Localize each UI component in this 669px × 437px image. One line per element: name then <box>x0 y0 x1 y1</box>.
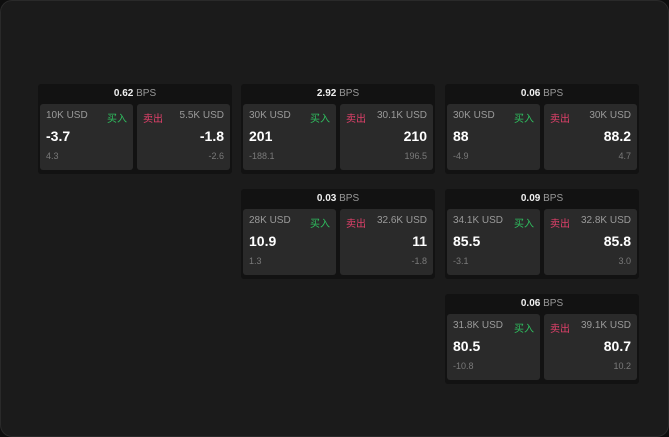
quote-panel: 2.92 BPS 30K USD 买入 201 -188.1 卖出 30.1K US… <box>241 84 435 174</box>
bid-price: 10.9 <box>249 233 277 249</box>
ask-change: -1.8 <box>411 256 427 266</box>
ask-price: 85.8 <box>603 233 631 249</box>
ask-change: 4.7 <box>618 151 631 161</box>
ask-size: 30K USD <box>589 110 631 121</box>
ask-size: 39.1K USD <box>580 320 631 331</box>
ask-price: 80.7 <box>603 338 631 354</box>
spread-unit: BPS <box>543 193 564 204</box>
buy-tile[interactable]: 10K USD 买入 -3.7 4.3 <box>40 104 133 170</box>
quote-panel: 0.03 BPS 28K USD 买入 10.9 1.3 卖出 32.6K USD … <box>241 189 435 279</box>
spread-value: 0.03 <box>316 193 337 204</box>
spread-unit: BPS <box>339 88 360 99</box>
bid-change: 1.3 <box>249 256 262 266</box>
buy-label: 买入 <box>514 219 534 230</box>
ask-size: 32.8K USD <box>580 215 631 226</box>
ask-change: 10.2 <box>613 361 631 371</box>
quote-panel: 0.06 BPS 31.8K USD 买入 80.5 -10.8 卖出 39.1K … <box>445 294 639 384</box>
ask-price: 11 <box>412 233 427 249</box>
bid-change: -3.1 <box>453 256 469 266</box>
spread-header: 0.09 BPS <box>445 189 639 209</box>
ask-change: 3.0 <box>618 256 631 266</box>
spread-header: 0.06 BPS <box>445 84 639 104</box>
spread-header: 2.92 BPS <box>241 84 435 104</box>
buy-tile[interactable]: 30K USD 买入 201 -188.1 <box>243 104 336 170</box>
ask-size: 30.1K USD <box>376 110 427 121</box>
ask-size: 5.5K USD <box>179 110 224 121</box>
sell-label: 卖出 <box>550 324 570 335</box>
sell-label: 卖出 <box>550 114 570 125</box>
sell-label: 卖出 <box>550 219 570 230</box>
buy-tile[interactable]: 31.8K USD 买入 80.5 -10.8 <box>447 314 540 380</box>
buy-label: 买入 <box>107 114 127 125</box>
bid-price: 88 <box>453 128 469 144</box>
sell-tile[interactable]: 卖出 32.6K USD 11 -1.8 <box>340 209 433 275</box>
bid-size: 28K USD <box>249 215 291 226</box>
bid-price: 201 <box>249 128 273 144</box>
quote-panel: 0.62 BPS 10K USD 买入 -3.7 4.3 卖出 5.5K USD -… <box>38 84 232 174</box>
sell-tile[interactable]: 卖出 39.1K USD 80.7 10.2 <box>544 314 637 380</box>
sell-tile[interactable]: 卖出 30.1K USD 210 196.5 <box>340 104 433 170</box>
ask-change: -2.6 <box>208 151 224 161</box>
buy-tile[interactable]: 30K USD 买入 88 -4.9 <box>447 104 540 170</box>
bid-price: 80.5 <box>453 338 481 354</box>
spread-value: 0.62 <box>113 88 134 99</box>
ask-price: -1.8 <box>199 128 224 144</box>
quote-panel: 0.09 BPS 34.1K USD 买入 85.5 -3.1 卖出 32.8K U… <box>445 189 639 279</box>
sell-tile[interactable]: 卖出 5.5K USD -1.8 -2.6 <box>137 104 230 170</box>
spread-value: 0.09 <box>520 193 541 204</box>
sell-tile[interactable]: 卖出 32.8K USD 85.8 3.0 <box>544 209 637 275</box>
spread-unit: BPS <box>339 193 360 204</box>
bid-change: 4.3 <box>46 151 59 161</box>
spread-header: 0.62 BPS <box>38 84 232 104</box>
bid-change: -188.1 <box>249 151 275 161</box>
spread-value: 0.06 <box>520 88 541 99</box>
quote-panel: 0.06 BPS 30K USD 买入 88 -4.9 卖出 30K USD 88.… <box>445 84 639 174</box>
bid-size: 30K USD <box>249 110 291 121</box>
buy-label: 买入 <box>514 324 534 335</box>
spread-value: 2.92 <box>316 88 337 99</box>
bid-change: -4.9 <box>453 151 469 161</box>
ask-price: 210 <box>403 128 427 144</box>
bid-size: 31.8K USD <box>453 320 504 331</box>
sell-tile[interactable]: 卖出 30K USD 88.2 4.7 <box>544 104 637 170</box>
spread-header: 0.06 BPS <box>445 294 639 314</box>
ask-price: 88.2 <box>603 128 631 144</box>
sell-label: 卖出 <box>346 219 366 230</box>
spread-value: 0.06 <box>520 298 541 309</box>
spread-unit: BPS <box>543 298 564 309</box>
bid-price: -3.7 <box>46 128 71 144</box>
buy-tile[interactable]: 28K USD 买入 10.9 1.3 <box>243 209 336 275</box>
ask-size: 32.6K USD <box>376 215 427 226</box>
buy-label: 买入 <box>310 114 330 125</box>
bid-size: 30K USD <box>453 110 495 121</box>
buy-tile[interactable]: 34.1K USD 买入 85.5 -3.1 <box>447 209 540 275</box>
buy-label: 买入 <box>310 219 330 230</box>
sell-label: 卖出 <box>346 114 366 125</box>
bid-size: 10K USD <box>46 110 88 121</box>
buy-label: 买入 <box>514 114 534 125</box>
ask-change: 196.5 <box>404 151 427 161</box>
bid-price: 85.5 <box>453 233 481 249</box>
bid-change: -10.8 <box>453 361 474 371</box>
spread-header: 0.03 BPS <box>241 189 435 209</box>
bid-size: 34.1K USD <box>453 215 504 226</box>
sell-label: 卖出 <box>143 114 163 125</box>
spread-unit: BPS <box>543 88 564 99</box>
spread-unit: BPS <box>136 88 157 99</box>
